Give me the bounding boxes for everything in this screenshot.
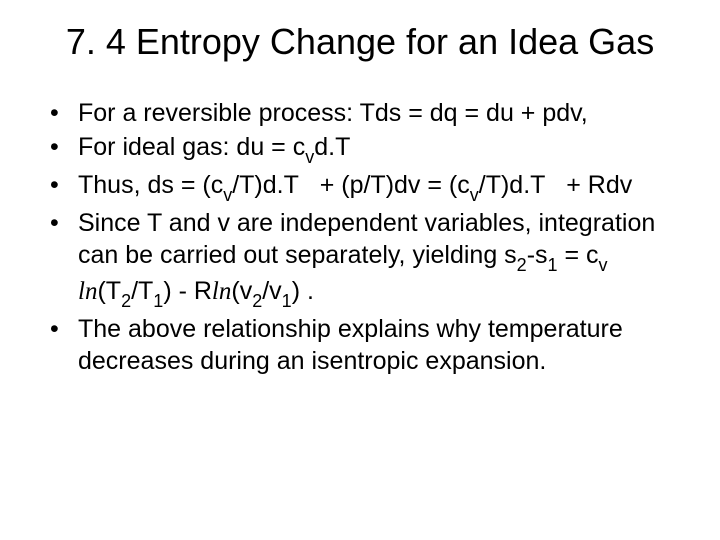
list-item: •For ideal gas: du = cvd.T: [48, 131, 672, 167]
list-item: •Since T and v are independent variables…: [48, 207, 672, 311]
bullet-list: •For a reversible process: Tds = dq = du…: [48, 97, 672, 377]
bullet-marker: •: [48, 131, 78, 167]
bullet-marker: •: [48, 207, 78, 311]
list-item: •For a reversible process: Tds = dq = du…: [48, 97, 672, 129]
bullet-marker: •: [48, 313, 78, 377]
list-item: •The above relationship explains why tem…: [48, 313, 672, 377]
bullet-text: For ideal gas: du = cvd.T: [78, 131, 672, 167]
bullet-text: Thus, ds = (cv/T)d.T + (p/T)dv = (cv/T)d…: [78, 169, 672, 205]
bullet-marker: •: [48, 97, 78, 129]
list-item: •Thus, ds = (cv/T)d.T + (p/T)dv = (cv/T)…: [48, 169, 672, 205]
bullet-text: For a reversible process: Tds = dq = du …: [78, 97, 672, 129]
bullet-text: The above relationship explains why temp…: [78, 313, 672, 377]
bullet-marker: •: [48, 169, 78, 205]
slide-title: 7. 4 Entropy Change for an Idea Gas: [48, 20, 672, 63]
bullet-text: Since T and v are independent variables,…: [78, 207, 672, 311]
slide-container: 7. 4 Entropy Change for an Idea Gas •For…: [0, 0, 720, 540]
